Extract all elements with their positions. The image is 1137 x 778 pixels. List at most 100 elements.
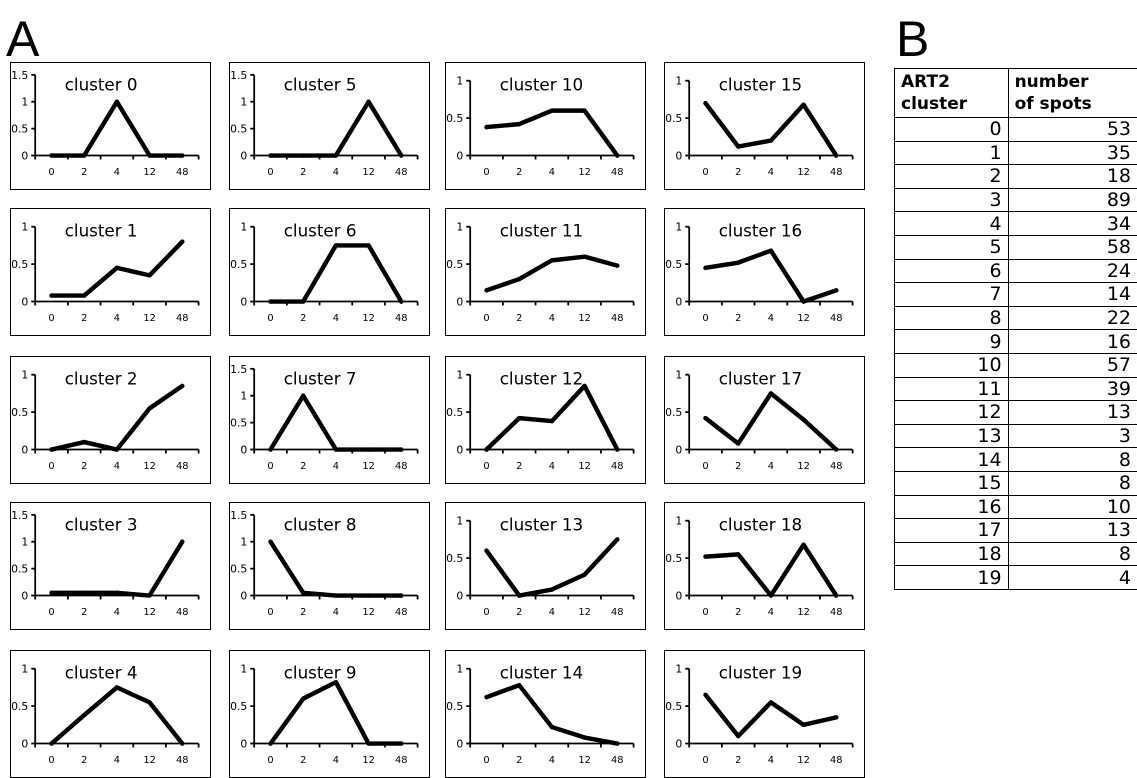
data-point <box>801 417 805 421</box>
data-point <box>615 263 619 267</box>
y-tick-label: 0.5 <box>665 700 682 713</box>
data-point <box>366 741 370 745</box>
x-tick-label: 12 <box>797 607 810 618</box>
x-tick-label: 4 <box>114 167 120 178</box>
y-tick-label: 0.5 <box>446 406 463 419</box>
x-tick-label: 48 <box>176 313 189 324</box>
data-point <box>147 593 151 597</box>
spot-count-cell: 89 <box>1008 188 1137 212</box>
data-point <box>147 273 151 277</box>
y-tick-label: 0.5 <box>665 112 682 125</box>
data-point <box>550 258 554 262</box>
x-tick-label: 4 <box>114 755 120 766</box>
data-point <box>82 591 86 595</box>
x-tick-label: 12 <box>797 313 810 324</box>
y-tick-label: 0 <box>240 149 247 162</box>
data-point <box>268 299 272 303</box>
spot-count-cell: 13 <box>1008 519 1137 543</box>
data-point <box>769 700 773 704</box>
header-spots-line2: of spots <box>1015 94 1092 114</box>
data-point <box>180 741 184 745</box>
data-point <box>366 593 370 597</box>
y-tick-label: 1.5 <box>230 363 247 376</box>
data-point <box>366 243 370 247</box>
data-point <box>115 685 119 689</box>
data-point <box>615 537 619 541</box>
data-point <box>703 554 707 558</box>
x-tick-label: 2 <box>81 607 87 618</box>
cluster-id-cell: 17 <box>895 519 1009 543</box>
y-tick-label: 1 <box>456 369 463 382</box>
x-tick-label: 0 <box>267 755 273 766</box>
x-tick-label: 48 <box>611 755 624 766</box>
table-header-row: ART2 cluster number of spots <box>895 69 1137 118</box>
data-point <box>180 240 184 244</box>
data-point <box>801 102 805 106</box>
x-tick-label: 4 <box>333 313 339 324</box>
data-point <box>769 248 773 252</box>
x-tick-label: 0 <box>483 755 489 766</box>
cluster-id-cell: 4 <box>895 212 1009 236</box>
x-tick-label: 2 <box>735 167 741 178</box>
data-point <box>769 593 773 597</box>
chart-title: cluster 19 <box>719 663 802 683</box>
y-tick-label: 1 <box>675 515 682 528</box>
x-tick-label: 48 <box>395 313 408 324</box>
data-point <box>703 101 707 105</box>
data-point <box>268 540 272 544</box>
x-tick-label: 48 <box>395 755 408 766</box>
y-tick-label: 0 <box>240 295 247 308</box>
x-tick-label: 0 <box>483 313 489 324</box>
series-line <box>52 542 183 596</box>
y-tick-label: 0.5 <box>230 700 247 713</box>
cluster-id-cell: 0 <box>895 118 1009 142</box>
x-tick-label: 0 <box>48 755 54 766</box>
chart-title: cluster 6 <box>284 221 357 241</box>
spot-count-cell: 57 <box>1008 353 1137 377</box>
x-tick-label: 2 <box>300 167 306 178</box>
spot-count-cell: 34 <box>1008 212 1137 236</box>
x-tick-label: 4 <box>114 313 120 324</box>
chart-title: cluster 13 <box>500 515 583 535</box>
x-tick-label: 12 <box>143 167 156 178</box>
x-tick-label: 2 <box>81 461 87 472</box>
x-tick-label: 2 <box>516 167 522 178</box>
data-point <box>801 542 805 546</box>
x-tick-label: 2 <box>81 313 87 324</box>
data-point <box>834 153 838 157</box>
data-point <box>82 293 86 297</box>
chart-title: cluster 11 <box>500 221 583 241</box>
data-point <box>736 144 740 148</box>
data-point <box>703 416 707 420</box>
chart-title: cluster 18 <box>719 515 802 535</box>
data-point <box>517 277 521 281</box>
data-point <box>834 288 838 292</box>
spot-count-cell: 10 <box>1008 495 1137 519</box>
x-tick-label: 4 <box>333 461 339 472</box>
x-tick-label: 0 <box>48 607 54 618</box>
data-point <box>334 153 338 157</box>
header-spots-line1: number <box>1015 72 1089 92</box>
chart-title: cluster 9 <box>284 663 357 683</box>
cluster-id-cell: 9 <box>895 330 1009 354</box>
y-tick-label: 0 <box>456 737 463 750</box>
data-point <box>49 591 53 595</box>
spot-count-cell: 18 <box>1008 165 1137 189</box>
y-tick-label: 0 <box>675 589 682 602</box>
data-point <box>550 725 554 729</box>
chart-title: cluster 10 <box>500 75 583 95</box>
x-tick-label: 48 <box>830 167 843 178</box>
x-tick-label: 48 <box>176 167 189 178</box>
x-tick-label: 0 <box>483 461 489 472</box>
data-point <box>147 700 151 704</box>
